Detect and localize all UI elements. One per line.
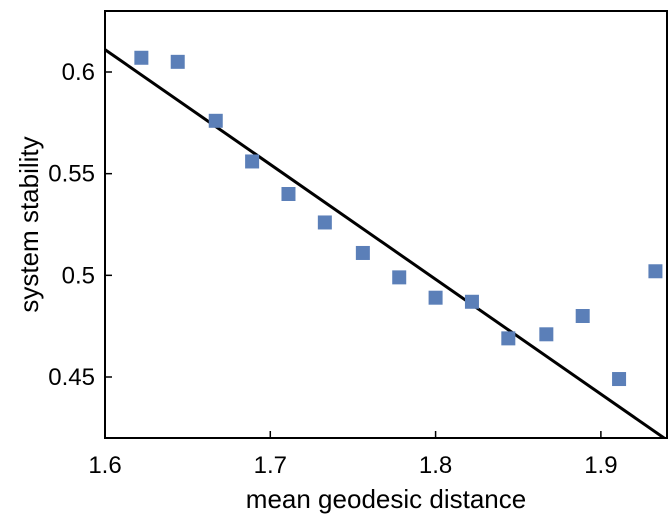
- x-tick-label: 1.8: [419, 452, 452, 479]
- y-tick-label: 0.6: [62, 59, 95, 86]
- data-point: [170, 54, 185, 69]
- data-point: [612, 372, 627, 387]
- x-axis-ticks: 1.6 1.7 1.8 1.9: [88, 431, 618, 479]
- y-axis-label: system stability: [14, 136, 44, 312]
- data-point: [392, 270, 407, 285]
- data-point: [501, 331, 516, 346]
- data-point: [428, 290, 443, 305]
- y-axis-ticks: 0.45 0.5 0.55 0.6: [48, 59, 112, 391]
- data-point: [245, 154, 260, 169]
- data-point: [134, 50, 149, 65]
- data-point: [208, 113, 223, 128]
- data-point: [355, 245, 370, 260]
- plot-content: [105, 48, 667, 438]
- data-point: [281, 187, 296, 201]
- fit-line: [105, 48, 667, 438]
- data-point: [464, 294, 479, 309]
- data-point: [575, 309, 590, 323]
- plot-frame: [104, 10, 668, 439]
- x-tick-label: 1.9: [584, 452, 617, 479]
- x-axis-label: mean geodesic distance: [246, 484, 526, 514]
- data-point: [317, 215, 332, 230]
- data-point: [648, 264, 663, 279]
- y-tick-label: 0.45: [48, 364, 95, 391]
- y-tick-label: 0.5: [62, 262, 95, 289]
- y-tick-label: 0.55: [48, 161, 95, 188]
- data-point: [539, 327, 554, 342]
- x-tick-label: 1.6: [88, 452, 121, 479]
- x-tick-label: 1.7: [254, 452, 287, 479]
